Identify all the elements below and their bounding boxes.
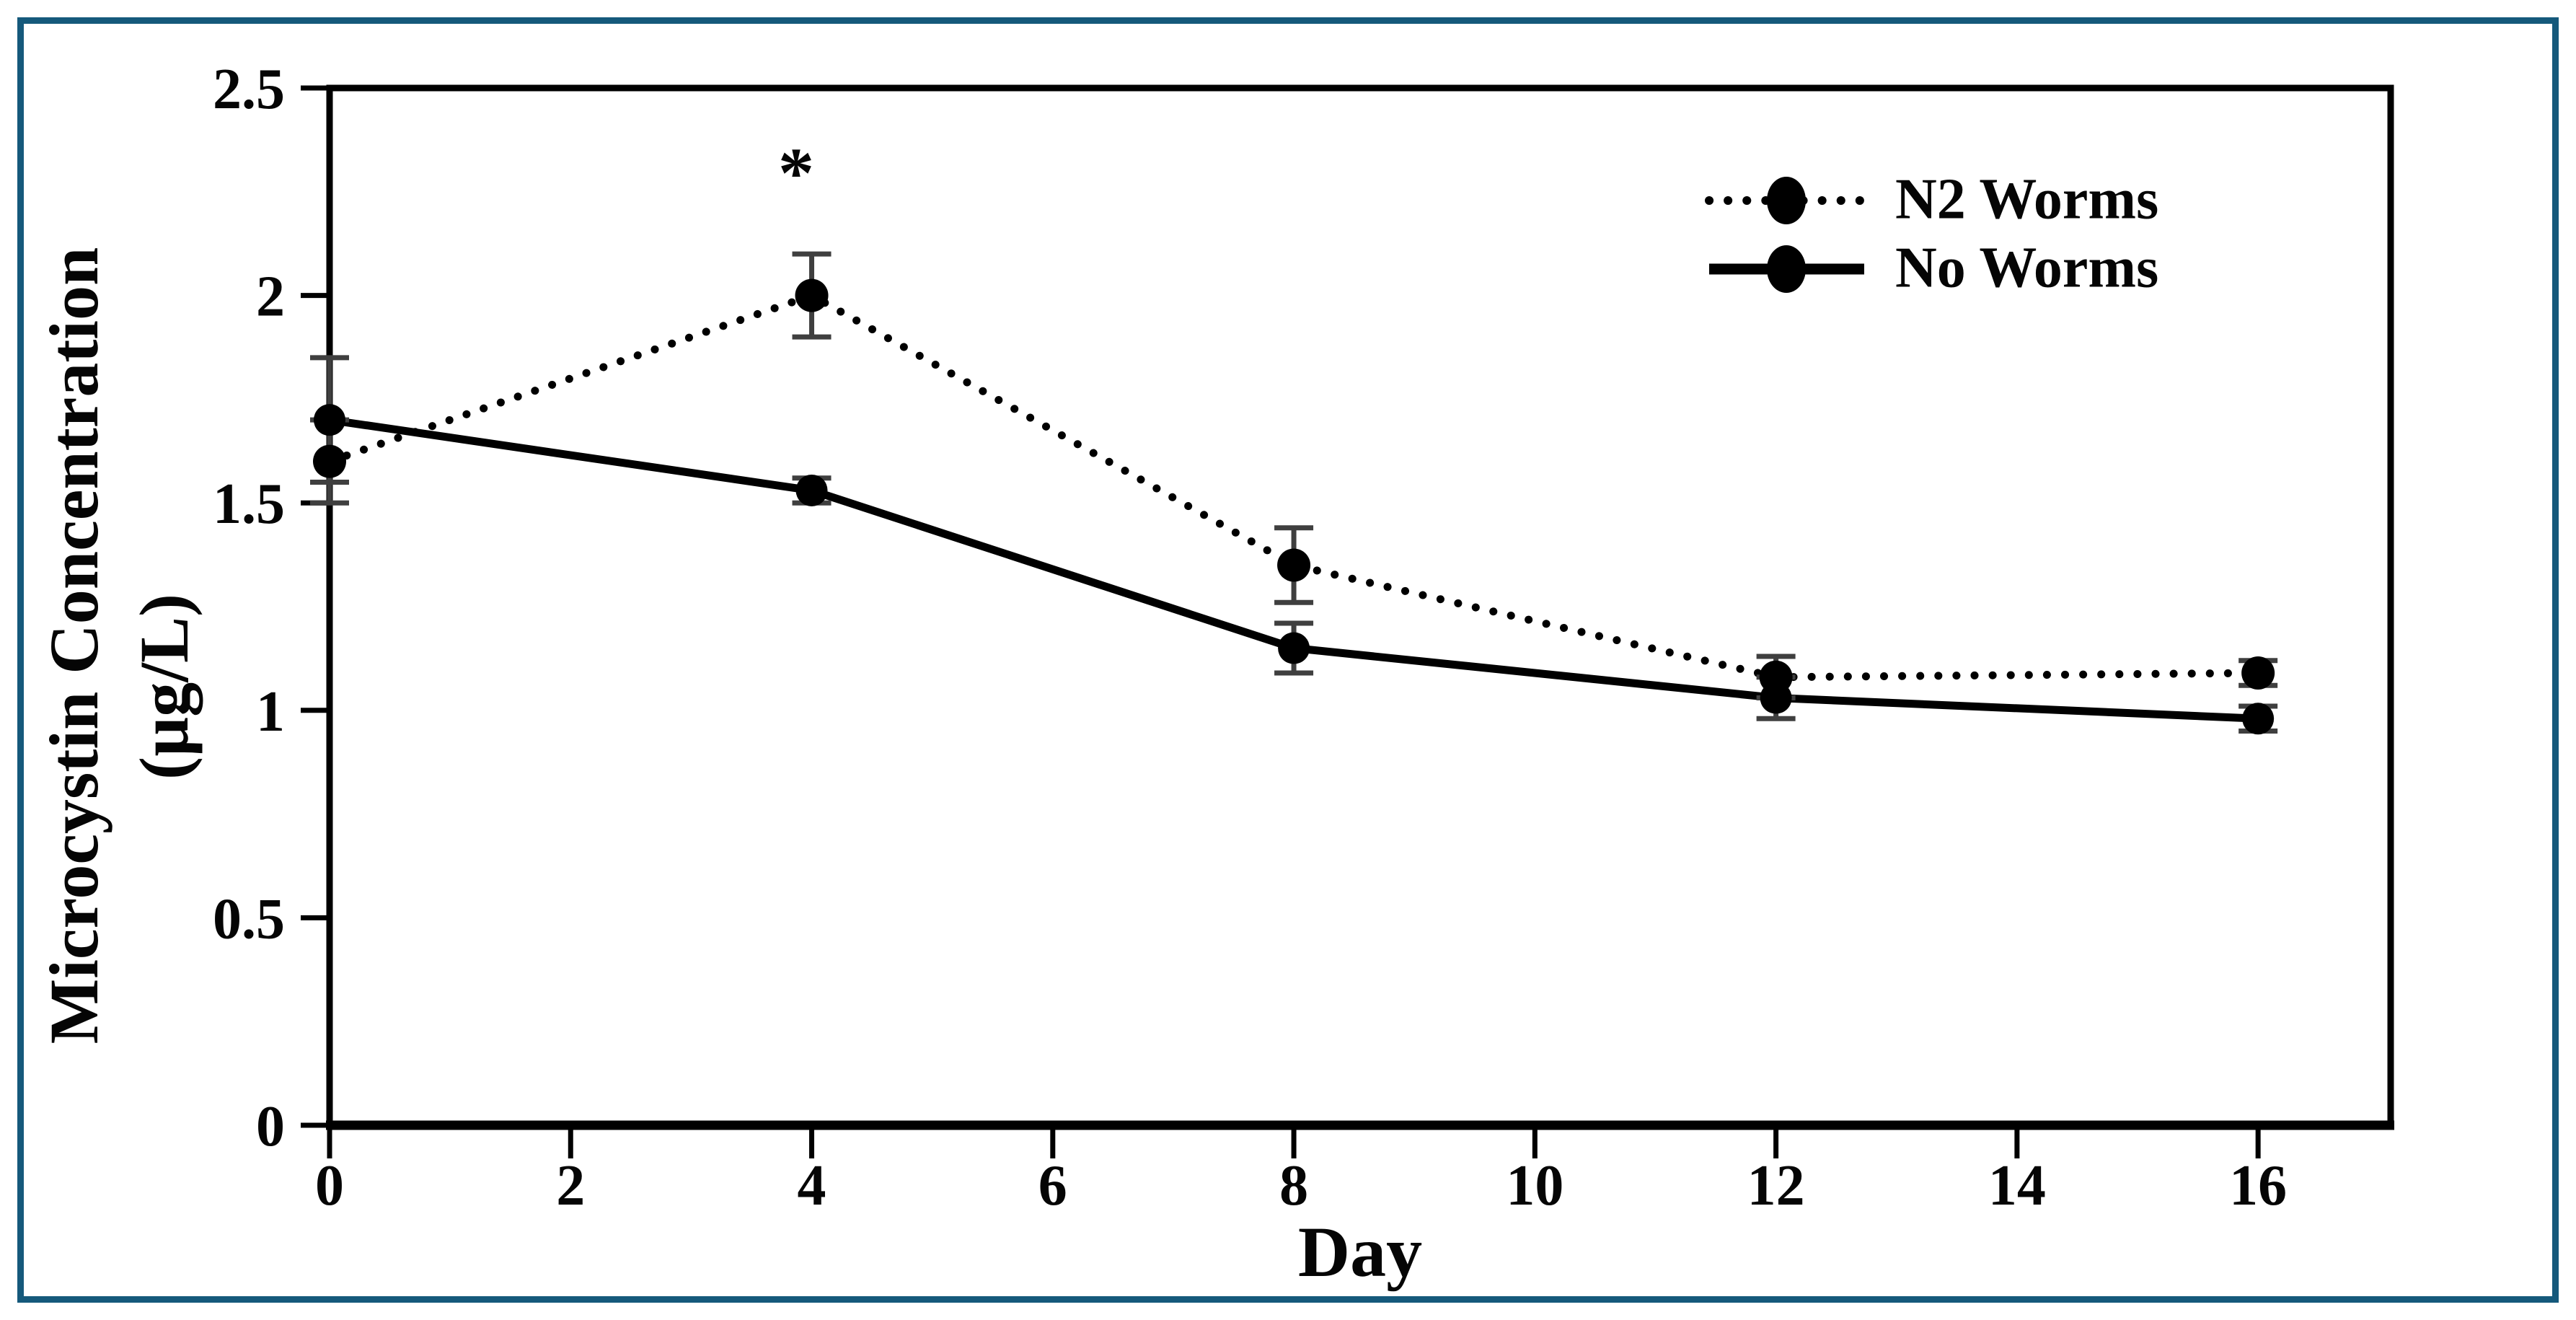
data-point-marker-no-worms — [795, 474, 828, 506]
y-tick-label: 0.5 — [213, 887, 285, 951]
x-tick-label: 12 — [1747, 1154, 1805, 1218]
y-tick-label: 1 — [256, 680, 285, 744]
y-tick-label: 1.5 — [213, 472, 285, 536]
data-point-marker-n2-worms — [2241, 656, 2275, 690]
data-point-marker-no-worms — [1760, 682, 1792, 714]
y-tick-label: 2.5 — [213, 58, 285, 121]
series-line-n2-worms — [325, 291, 2262, 682]
y-tick-label: 0 — [256, 1095, 285, 1158]
data-point-marker-n2-worms — [313, 444, 346, 478]
data-point-marker-no-worms — [2242, 703, 2275, 735]
x-tick-label: 2 — [556, 1154, 585, 1218]
data-point-marker-n2-worms — [1277, 548, 1311, 582]
legend-label-n2-worms: N2 Worms — [1895, 167, 2159, 232]
data-point-marker-no-worms — [1278, 632, 1310, 664]
x-tick-label: 8 — [1279, 1154, 1308, 1218]
x-tick-label: 0 — [315, 1154, 344, 1218]
x-tick-label: 14 — [1988, 1154, 2046, 1218]
x-axis-title: Day — [1297, 1212, 1423, 1292]
significance-asterisk: * — [778, 133, 814, 213]
legend-marker — [1767, 177, 1806, 224]
data-point-marker-no-worms — [314, 404, 345, 436]
x-tick-label: 4 — [798, 1154, 826, 1218]
data-point-marker-n2-worms — [795, 278, 829, 312]
legend-label-no-worms: No Worms — [1895, 236, 2159, 300]
legend-marker — [1767, 245, 1806, 293]
x-tick-label: 10 — [1506, 1154, 1563, 1218]
x-tick-label: 16 — [2229, 1154, 2287, 1218]
x-tick-label: 6 — [1038, 1154, 1067, 1218]
y-tick-label: 2 — [256, 265, 285, 329]
y-axis-title-line2: (µg/L) — [125, 594, 203, 780]
y-axis-title-line1: Microcystin Concentration — [35, 247, 113, 1044]
